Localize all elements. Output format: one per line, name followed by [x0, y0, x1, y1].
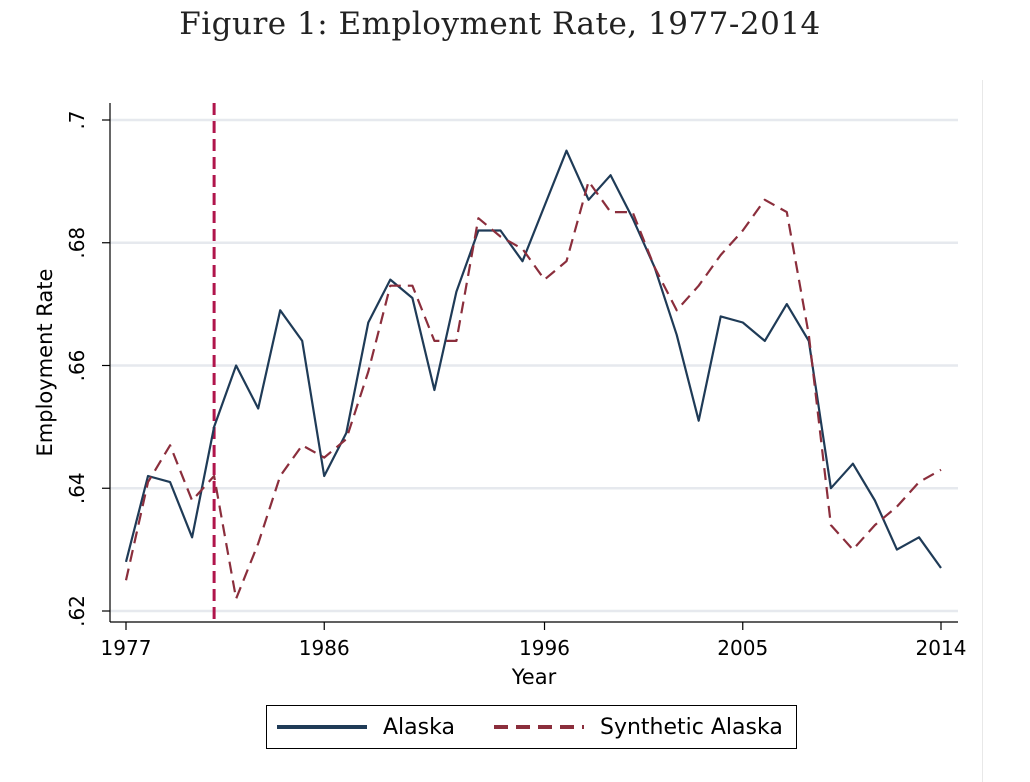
legend-swatch-synthetic-alaska — [494, 725, 584, 729]
gridlines — [110, 118, 958, 613]
x-axis-title: Year — [511, 665, 557, 689]
axes — [109, 103, 958, 623]
legend-swatch-alaska — [277, 725, 367, 729]
chart-title: Figure 1: Employment Rate, 1977-2014 — [179, 6, 821, 42]
legend-item-alaska: Alaska — [277, 706, 455, 748]
y-axis-ticks: .62 .64 .66 .68 .7 — [65, 110, 110, 627]
frame-divider — [982, 80, 983, 782]
y-tick-label-4: .7 — [65, 110, 89, 129]
legend-label-alaska: Alaska — [383, 714, 455, 740]
x-tick-label-0: 1977 — [101, 636, 152, 660]
y-tick-label-0: .62 — [65, 595, 89, 627]
y-tick-label-3: .68 — [65, 227, 89, 259]
series-lines — [124, 149, 942, 600]
legend: Alaska Synthetic Alaska — [266, 705, 797, 749]
x-tick-label-2: 1996 — [519, 636, 570, 660]
legend-item-synthetic-alaska: Synthetic Alaska — [494, 706, 783, 748]
line-chart: .62 .64 .66 .68 .7 1977 1986 1996 2005 2014 Year… — [33, 103, 967, 689]
y-tick-label-1: .64 — [65, 472, 89, 504]
legend-label-synthetic-alaska: Synthetic Alaska — [600, 714, 783, 740]
series-line-alaska — [124, 149, 942, 569]
x-tick-label-4: 2014 — [916, 636, 967, 660]
y-tick-label-2: .66 — [65, 350, 89, 382]
x-axis-ticks: 1977 1986 1996 2005 2014 — [101, 622, 967, 660]
x-tick-label-3: 2005 — [717, 636, 768, 660]
y-axis-title: Employment Rate — [33, 269, 57, 457]
x-tick-label-1: 1986 — [299, 636, 350, 660]
